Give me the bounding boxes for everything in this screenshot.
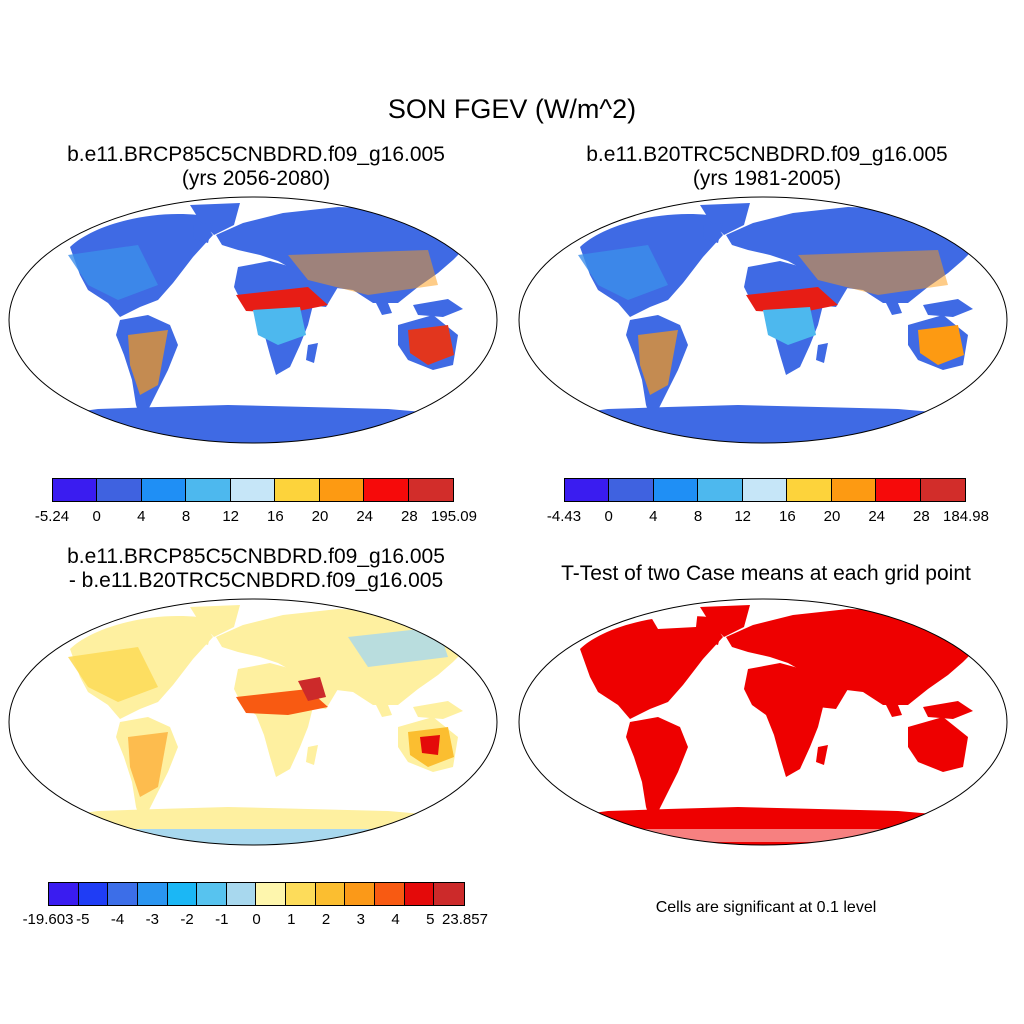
map-panel-4 [518, 598, 1008, 846]
colorbar-cell [275, 479, 320, 501]
colorbar-tick-label: -1 [215, 911, 229, 928]
colorbar-panel-3 [48, 882, 465, 906]
panel-2-title: b.e11.B20TRC5CNBDRD.f09_g16.005 (yrs 198… [527, 143, 1007, 191]
colorbar-cell [742, 479, 788, 501]
colorbar-tick-label: 16 [266, 508, 284, 525]
colorbar-cell [831, 479, 877, 501]
colorbar-cell [319, 479, 365, 501]
colorbar-cell [315, 883, 346, 905]
colorbar-cell [565, 479, 610, 501]
colorbar-panel-1 [52, 478, 454, 502]
colorbar-tick-label: 12 [222, 508, 239, 525]
colorbar-cell [434, 883, 464, 905]
colorbar-tick-label: 0 [252, 911, 261, 928]
colorbar-tick-label: 4 [649, 508, 658, 525]
colorbar-tick-label: -19.603 [22, 911, 74, 928]
colorbar-tick-label: 5 [426, 911, 435, 928]
colorbar-tick-label: -4 [110, 911, 125, 928]
colorbar-tick-label: 16 [778, 508, 796, 525]
colorbar-tick-label: 24 [868, 508, 885, 525]
colorbar-tick-label: 3 [356, 911, 365, 928]
colorbar-cell [404, 883, 435, 905]
colorbar-tick-label: 0 [604, 508, 613, 525]
colorbar-tick-label: -5.24 [34, 508, 70, 525]
colorbar-cell [137, 883, 168, 905]
colorbar-cell [256, 883, 287, 905]
panel-2-title-line1: b.e11.B20TRC5CNBDRD.f09_g16.005 [586, 143, 948, 166]
colorbar-cell [345, 883, 376, 905]
colorbar-cell [230, 479, 276, 501]
panel-4-title-line1: T-Test of two Case means at each grid po… [561, 562, 971, 585]
colorbar-cell [375, 883, 405, 905]
colorbar-cell [920, 479, 965, 501]
significance-note: Cells are significant at 0.1 level [655, 899, 877, 916]
colorbar-cell [787, 479, 832, 501]
colorbar-panel-2 [564, 478, 966, 502]
colorbar-cell [186, 479, 231, 501]
colorbar-tick-label: 24 [356, 508, 373, 525]
colorbar-tick-label: 8 [693, 508, 703, 525]
colorbar-cell [226, 883, 257, 905]
colorbar-tick-label: 8 [181, 508, 191, 525]
colorbar-tick-label: 4 [391, 911, 400, 928]
colorbar-cell [167, 883, 198, 905]
panel-3-title: b.e11.BRCP85C5CNBDRD.f09_g16.005 - b.e11… [16, 545, 496, 593]
panel-3-title-line1: b.e11.BRCP85C5CNBDRD.f09_g16.005 [67, 545, 445, 568]
colorbar-tick-label: 28 [912, 508, 930, 525]
colorbar-tick-label: 20 [311, 508, 329, 525]
colorbar-tick-label: -2 [180, 911, 194, 928]
colorbar-tick-label: 184.98 [943, 508, 989, 525]
panel-3-title-line2: - b.e11.B20TRC5CNBDRD.f09_g16.005 [68, 569, 444, 592]
colorbar-cell [408, 479, 453, 501]
colorbar-cell [97, 479, 142, 501]
panel-4-title: T-Test of two Case means at each grid po… [516, 562, 1016, 586]
colorbar-tick-label: 2 [321, 911, 331, 928]
panel-1-title-line2: (yrs 2056-2080) [181, 167, 331, 190]
colorbar-cell [876, 479, 921, 501]
colorbar-cell [141, 479, 187, 501]
colorbar-cell [653, 479, 699, 501]
colorbar-cell [698, 479, 743, 501]
colorbar-cell [364, 479, 409, 501]
main-title: SON FGEV (W/m^2) [387, 94, 637, 124]
panel-1-title: b.e11.BRCP85C5CNBDRD.f09_g16.005 (yrs 20… [16, 143, 496, 191]
colorbar-tick-label: -4.43 [546, 508, 582, 525]
colorbar-tick-label: 23.857 [442, 911, 488, 928]
colorbar-tick-label: 28 [400, 508, 418, 525]
colorbar-tick-label: 0 [92, 508, 101, 525]
map-panel-3 [8, 598, 498, 846]
colorbar-cell [609, 479, 654, 501]
colorbar-tick-label: 20 [823, 508, 841, 525]
colorbar-tick-label: 12 [734, 508, 751, 525]
colorbar-cell [286, 883, 316, 905]
panel-2-title-line2: (yrs 1981-2005) [692, 167, 842, 190]
map-panel-1 [8, 196, 498, 444]
colorbar-tick-label: 4 [137, 508, 146, 525]
colorbar-cell [78, 883, 109, 905]
colorbar-tick-label: 1 [287, 911, 296, 928]
colorbar-cell [49, 883, 79, 905]
colorbar-tick-label: 195.09 [431, 508, 477, 525]
map-panel-2 [518, 196, 1008, 444]
panel-1-title-line1: b.e11.BRCP85C5CNBDRD.f09_g16.005 [67, 143, 445, 166]
colorbar-tick-label: -3 [145, 911, 159, 928]
colorbar-cell [108, 883, 138, 905]
colorbar-cell [53, 479, 98, 501]
colorbar-cell [197, 883, 227, 905]
colorbar-tick-label: -5 [76, 911, 90, 928]
